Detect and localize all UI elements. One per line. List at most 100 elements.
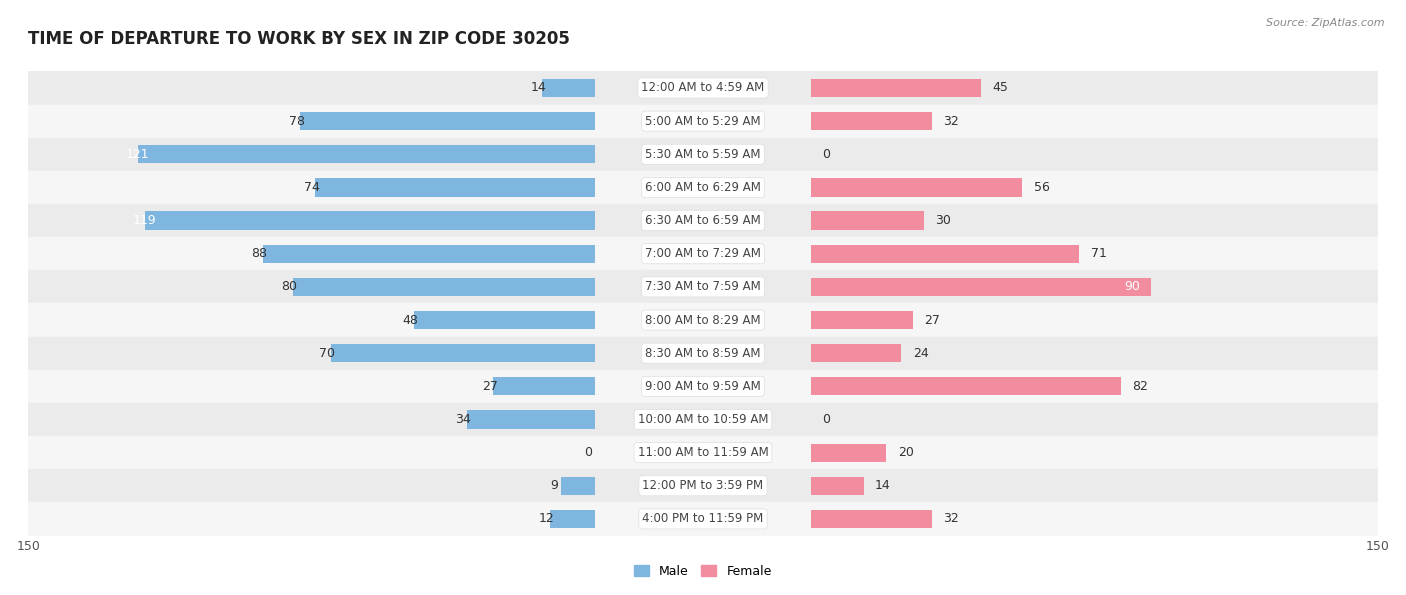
Text: 48: 48: [402, 314, 419, 327]
Text: 6:30 AM to 6:59 AM: 6:30 AM to 6:59 AM: [645, 214, 761, 227]
Text: 4:00 PM to 11:59 PM: 4:00 PM to 11:59 PM: [643, 512, 763, 525]
Bar: [811, 237, 1378, 270]
Bar: [811, 178, 1022, 196]
Bar: [28, 270, 595, 303]
Bar: [28, 436, 595, 469]
Bar: [28, 204, 595, 237]
Text: 88: 88: [252, 248, 267, 260]
Bar: [28, 71, 595, 105]
Text: 74: 74: [304, 181, 321, 194]
Bar: [595, 337, 811, 369]
Text: 78: 78: [290, 115, 305, 127]
Bar: [595, 204, 811, 237]
Bar: [301, 112, 595, 130]
Bar: [811, 278, 1152, 296]
Text: TIME OF DEPARTURE TO WORK BY SEX IN ZIP CODE 30205: TIME OF DEPARTURE TO WORK BY SEX IN ZIP …: [28, 30, 569, 48]
Bar: [543, 79, 595, 97]
Bar: [595, 137, 811, 171]
Text: 5:00 AM to 5:29 AM: 5:00 AM to 5:29 AM: [645, 115, 761, 127]
Text: 9: 9: [550, 480, 558, 492]
Bar: [811, 443, 886, 462]
Bar: [595, 71, 811, 105]
Text: 0: 0: [583, 446, 592, 459]
Text: 9:00 AM to 9:59 AM: 9:00 AM to 9:59 AM: [645, 380, 761, 393]
Text: 32: 32: [943, 115, 959, 127]
Bar: [413, 311, 595, 329]
Bar: [28, 171, 595, 204]
Text: 7:00 AM to 7:29 AM: 7:00 AM to 7:29 AM: [645, 248, 761, 260]
Bar: [263, 245, 595, 263]
Bar: [595, 171, 811, 204]
Text: 6:00 AM to 6:29 AM: 6:00 AM to 6:29 AM: [645, 181, 761, 194]
Bar: [811, 403, 1378, 436]
Bar: [811, 469, 1378, 502]
Bar: [595, 403, 811, 436]
Text: 14: 14: [875, 480, 891, 492]
Bar: [811, 436, 1378, 469]
Text: 30: 30: [935, 214, 952, 227]
Text: 45: 45: [993, 82, 1008, 95]
Bar: [811, 71, 1378, 105]
Text: 70: 70: [319, 347, 335, 359]
Bar: [811, 337, 1378, 369]
Bar: [595, 502, 811, 536]
Bar: [595, 105, 811, 137]
Bar: [28, 137, 595, 171]
Bar: [811, 344, 901, 362]
Bar: [138, 145, 595, 164]
Text: 12:00 AM to 4:59 AM: 12:00 AM to 4:59 AM: [641, 82, 765, 95]
Text: 27: 27: [924, 314, 941, 327]
Bar: [28, 303, 595, 337]
Bar: [28, 469, 595, 502]
Bar: [811, 211, 924, 230]
Text: 82: 82: [1132, 380, 1149, 393]
Bar: [28, 403, 595, 436]
Text: 10:00 AM to 10:59 AM: 10:00 AM to 10:59 AM: [638, 413, 768, 426]
Bar: [811, 79, 981, 97]
Bar: [811, 510, 932, 528]
Text: 90: 90: [1123, 280, 1140, 293]
Bar: [595, 469, 811, 502]
Text: 121: 121: [125, 148, 149, 161]
Bar: [811, 477, 863, 495]
Bar: [811, 137, 1378, 171]
Text: 12: 12: [538, 512, 554, 525]
Bar: [811, 270, 1378, 303]
Bar: [595, 369, 811, 403]
Text: 11:00 AM to 11:59 AM: 11:00 AM to 11:59 AM: [638, 446, 768, 459]
Bar: [330, 344, 595, 362]
Bar: [145, 211, 595, 230]
Text: 7:30 AM to 7:59 AM: 7:30 AM to 7:59 AM: [645, 280, 761, 293]
Bar: [811, 105, 1378, 137]
Bar: [595, 270, 811, 303]
Text: Source: ZipAtlas.com: Source: ZipAtlas.com: [1267, 18, 1385, 28]
Text: 0: 0: [823, 148, 830, 161]
Bar: [467, 411, 595, 428]
Text: 5:30 AM to 5:59 AM: 5:30 AM to 5:59 AM: [645, 148, 761, 161]
Bar: [28, 337, 595, 369]
Bar: [494, 377, 595, 396]
Text: 20: 20: [897, 446, 914, 459]
Bar: [28, 237, 595, 270]
Bar: [550, 510, 595, 528]
Bar: [811, 303, 1378, 337]
Text: 14: 14: [531, 82, 547, 95]
Bar: [811, 369, 1378, 403]
Text: 12:00 PM to 3:59 PM: 12:00 PM to 3:59 PM: [643, 480, 763, 492]
Bar: [315, 178, 595, 196]
Bar: [28, 502, 595, 536]
Bar: [595, 436, 811, 469]
Text: 56: 56: [1033, 181, 1050, 194]
Bar: [595, 303, 811, 337]
Bar: [811, 377, 1121, 396]
Bar: [28, 105, 595, 137]
Legend: Male, Female: Male, Female: [630, 560, 776, 583]
Text: 8:30 AM to 8:59 AM: 8:30 AM to 8:59 AM: [645, 347, 761, 359]
Text: 0: 0: [823, 413, 830, 426]
Bar: [28, 369, 595, 403]
Text: 8:00 AM to 8:29 AM: 8:00 AM to 8:29 AM: [645, 314, 761, 327]
Text: 24: 24: [912, 347, 928, 359]
Text: 71: 71: [1091, 248, 1107, 260]
Bar: [811, 112, 932, 130]
Text: 80: 80: [281, 280, 298, 293]
